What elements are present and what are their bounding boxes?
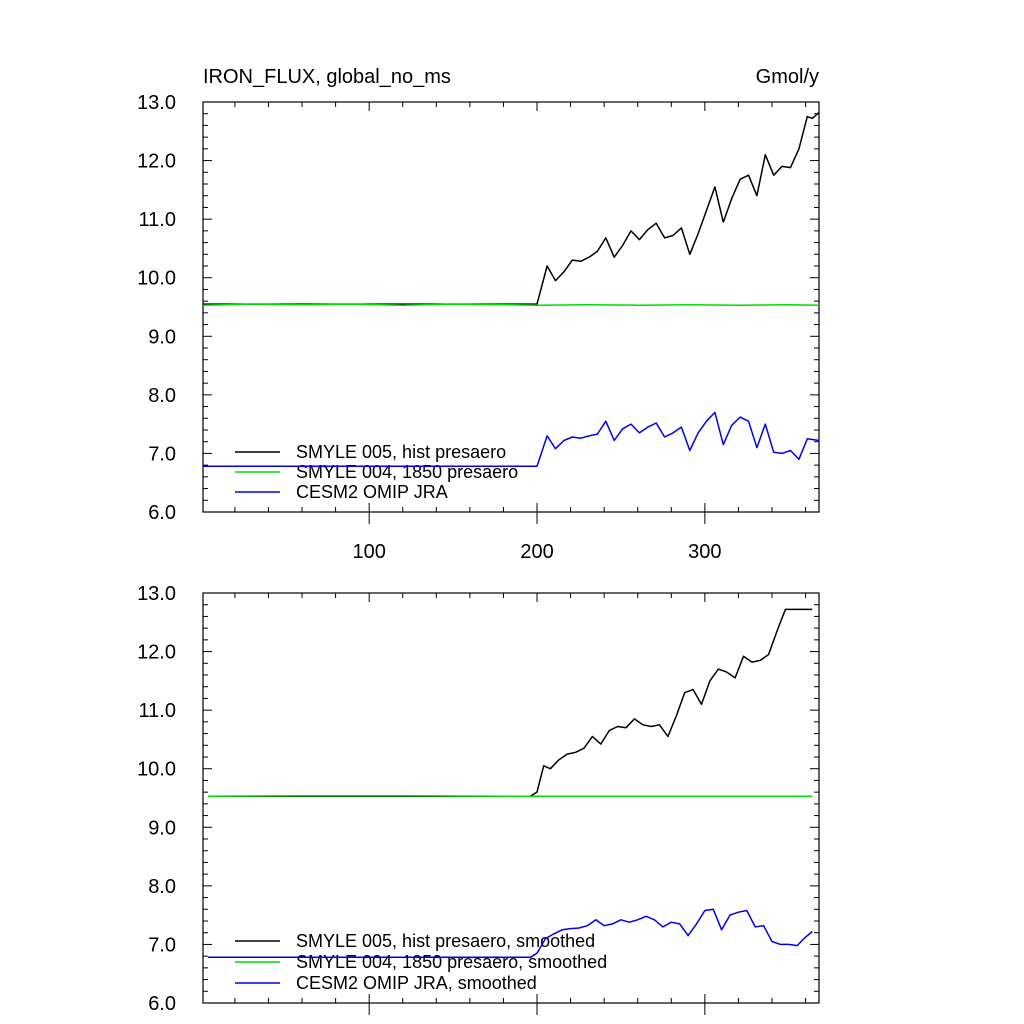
- y-tick-label: 11.0: [139, 700, 176, 722]
- series-line-0: [203, 111, 820, 305]
- y-tick-label: 7.0: [148, 443, 176, 465]
- y-tick-label: 12.0: [137, 151, 176, 173]
- y-tick-label: 9.0: [148, 326, 176, 348]
- legend-label-1: SMYLE 004, 1850 presaero: [296, 462, 518, 482]
- y-tick-label: 8.0: [148, 876, 176, 898]
- y-tick-label: 6.0: [148, 993, 176, 1015]
- legend-label-2: CESM2 OMIP JRA, smoothed: [296, 973, 537, 993]
- legend-label-0: SMYLE 005, hist presaero, smoothed: [296, 931, 595, 951]
- legend-label-0: SMYLE 005, hist presaero: [296, 442, 506, 462]
- x-tick-label: 100: [352, 541, 385, 563]
- y-tick-label: 11.0: [139, 209, 176, 231]
- units-label: Gmol/y: [756, 66, 819, 88]
- plot-frame: [202, 592, 820, 1004]
- legend-label-2: CESM2 OMIP JRA: [296, 482, 448, 502]
- y-tick-label: 13.0: [137, 92, 176, 114]
- plot-frame: [202, 101, 820, 513]
- series-line-0: [208, 608, 813, 797]
- top-panel: 6.0 7.0 8.0 9.0 10.0 11.0 12.0 13.0 100 200 300 SMY…: [137, 92, 820, 563]
- x-tick-label: 300: [688, 541, 721, 563]
- y-tick-label: 7.0: [148, 934, 176, 956]
- y-tick-label: 10.0: [137, 759, 176, 781]
- figure-title: IRON_FLUX, global_no_ms: [203, 66, 451, 88]
- legend-label-1: SMYLE 004, 1850 presaero, smoothed: [296, 952, 607, 972]
- y-tick-label: 8.0: [148, 385, 176, 407]
- series-line-1: [202, 303, 820, 306]
- series-line-1: [207, 794, 813, 797]
- y-tick-label: 10.0: [137, 268, 176, 290]
- y-tick-label: 6.0: [148, 502, 176, 524]
- y-tick-label: 12.0: [137, 642, 176, 664]
- series-line-2: [203, 411, 820, 468]
- x-tick-label: 200: [520, 541, 553, 563]
- series-line-2: [208, 908, 813, 959]
- y-tick-label: 9.0: [148, 817, 176, 839]
- bottom-panel: 6.0 7.0 8.0 9.0 10.0 11.0 12.0 13.0 SMYLE 005, h…: [137, 583, 820, 1015]
- y-tick-label: 13.0: [137, 583, 176, 605]
